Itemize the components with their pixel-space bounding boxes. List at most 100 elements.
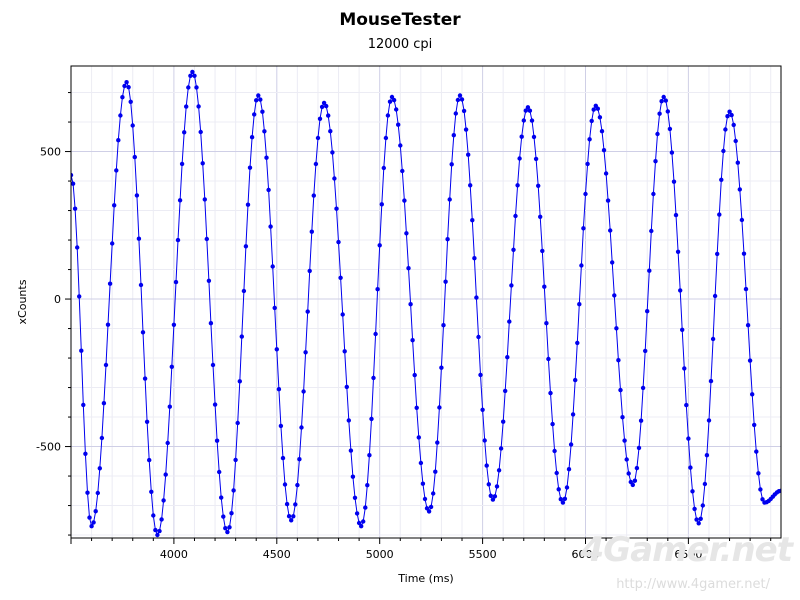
- data-point: [673, 212, 679, 218]
- data-point: [698, 516, 703, 521]
- data-point: [295, 482, 300, 488]
- data-point: [445, 237, 450, 242]
- data-point: [579, 263, 584, 268]
- data-point: [678, 288, 683, 293]
- data-point: [99, 435, 105, 441]
- data-point: [169, 364, 174, 369]
- data-point: [618, 387, 623, 393]
- data-point: [233, 457, 238, 463]
- data-point: [175, 237, 181, 243]
- data-point: [540, 248, 545, 254]
- data-point: [186, 85, 191, 90]
- data-point: [202, 197, 207, 202]
- data-point: [599, 129, 605, 134]
- data-point: [289, 518, 294, 523]
- data-point: [523, 108, 528, 113]
- data-point: [194, 85, 199, 90]
- data-point: [258, 97, 263, 102]
- data-point: [647, 268, 652, 273]
- data-point: [301, 389, 306, 394]
- data-point: [556, 487, 561, 492]
- data-point: [577, 302, 582, 307]
- data-point: [81, 402, 86, 408]
- data-point: [515, 183, 520, 188]
- data-point: [270, 264, 275, 269]
- data-point: [190, 69, 195, 75]
- data-point: [336, 239, 341, 245]
- data-point: [702, 481, 708, 487]
- data-point: [490, 497, 496, 502]
- data-point: [72, 206, 78, 211]
- data-point: [476, 334, 481, 340]
- data-point: [326, 113, 331, 118]
- data-point: [657, 111, 662, 116]
- data-point: [614, 326, 619, 331]
- data-point: [97, 466, 103, 471]
- data-point: [122, 83, 127, 89]
- data-point: [725, 114, 730, 119]
- data-point: [400, 168, 405, 174]
- data-point: [478, 372, 483, 378]
- data-point: [262, 129, 267, 134]
- data-point: [715, 251, 720, 257]
- plot-area: [71, 66, 781, 538]
- data-point: [570, 412, 576, 417]
- data-point: [260, 109, 265, 114]
- data-point: [118, 113, 123, 118]
- data-point: [79, 348, 84, 353]
- data-point: [103, 362, 109, 368]
- data-point: [159, 517, 164, 522]
- data-point: [566, 467, 572, 472]
- data-point: [587, 137, 592, 142]
- data-point: [272, 305, 277, 311]
- data-point: [560, 500, 566, 505]
- data-point: [373, 331, 378, 337]
- data-point: [414, 405, 419, 410]
- data-point: [293, 502, 298, 507]
- data-point: [338, 275, 343, 280]
- data-point: [291, 514, 296, 519]
- data-point: [297, 457, 302, 462]
- data-point: [573, 377, 578, 383]
- data-point: [601, 148, 607, 153]
- data-point: [692, 506, 697, 512]
- data-point: [636, 445, 642, 451]
- data-point: [398, 143, 403, 148]
- data-point: [214, 438, 220, 443]
- data-point: [710, 336, 716, 342]
- data-point: [426, 509, 432, 514]
- data-point: [313, 161, 319, 167]
- data-point: [274, 347, 279, 352]
- data-point: [221, 514, 226, 519]
- data-point: [727, 109, 732, 114]
- grid-layer: [70, 66, 781, 538]
- data-point: [735, 160, 740, 165]
- data-point: [688, 465, 693, 470]
- data-point: [509, 283, 514, 288]
- data-point: [564, 485, 570, 490]
- data-point: [140, 330, 146, 335]
- data-point: [640, 385, 646, 391]
- data-point: [659, 99, 664, 104]
- data-point: [350, 474, 356, 479]
- data-point: [231, 488, 236, 493]
- data-point: [375, 287, 380, 292]
- data-point: [457, 93, 463, 98]
- x-axis-label: Time (ms): [397, 572, 453, 585]
- data-point: [521, 118, 526, 123]
- data-point: [153, 527, 158, 533]
- data-point: [433, 469, 438, 474]
- data-point: [348, 448, 354, 453]
- data-point: [163, 472, 168, 477]
- data-point: [743, 286, 749, 292]
- data-point: [498, 446, 504, 451]
- data-point: [317, 116, 323, 122]
- data-point: [675, 249, 681, 254]
- data-point: [305, 309, 310, 314]
- data-point: [182, 130, 187, 135]
- data-point: [459, 97, 465, 102]
- data-point: [138, 282, 144, 288]
- data-point: [276, 387, 282, 392]
